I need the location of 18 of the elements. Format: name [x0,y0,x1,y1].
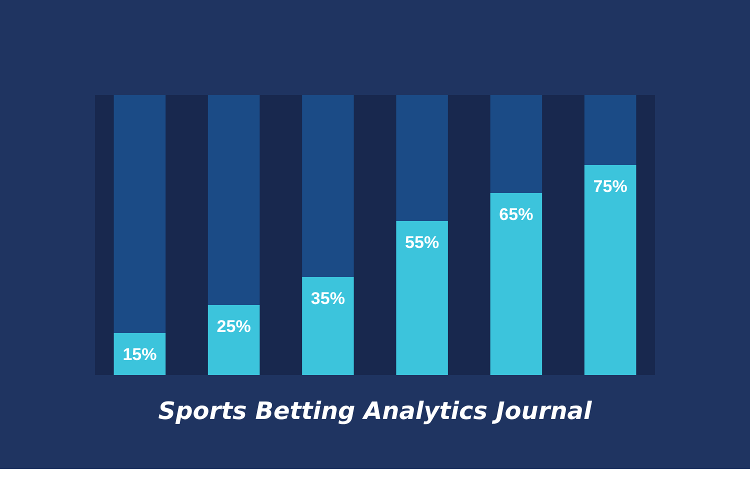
bar [490,95,542,193]
bar [584,95,636,165]
data-label: 75% [593,177,628,196]
bar [490,193,542,375]
bar [584,165,636,375]
bar [114,95,166,333]
bar [302,95,354,277]
bar [396,221,448,375]
bar [208,305,260,375]
data-label: 65% [499,205,534,224]
data-label: 15% [122,345,157,364]
text: Sports Betting Analytics Journal [158,397,592,425]
bar [396,95,448,221]
data-label: 25% [216,317,251,336]
bar [208,95,260,305]
data-label: 35% [310,289,345,308]
data-label: 55% [405,233,440,252]
bar [302,277,354,375]
